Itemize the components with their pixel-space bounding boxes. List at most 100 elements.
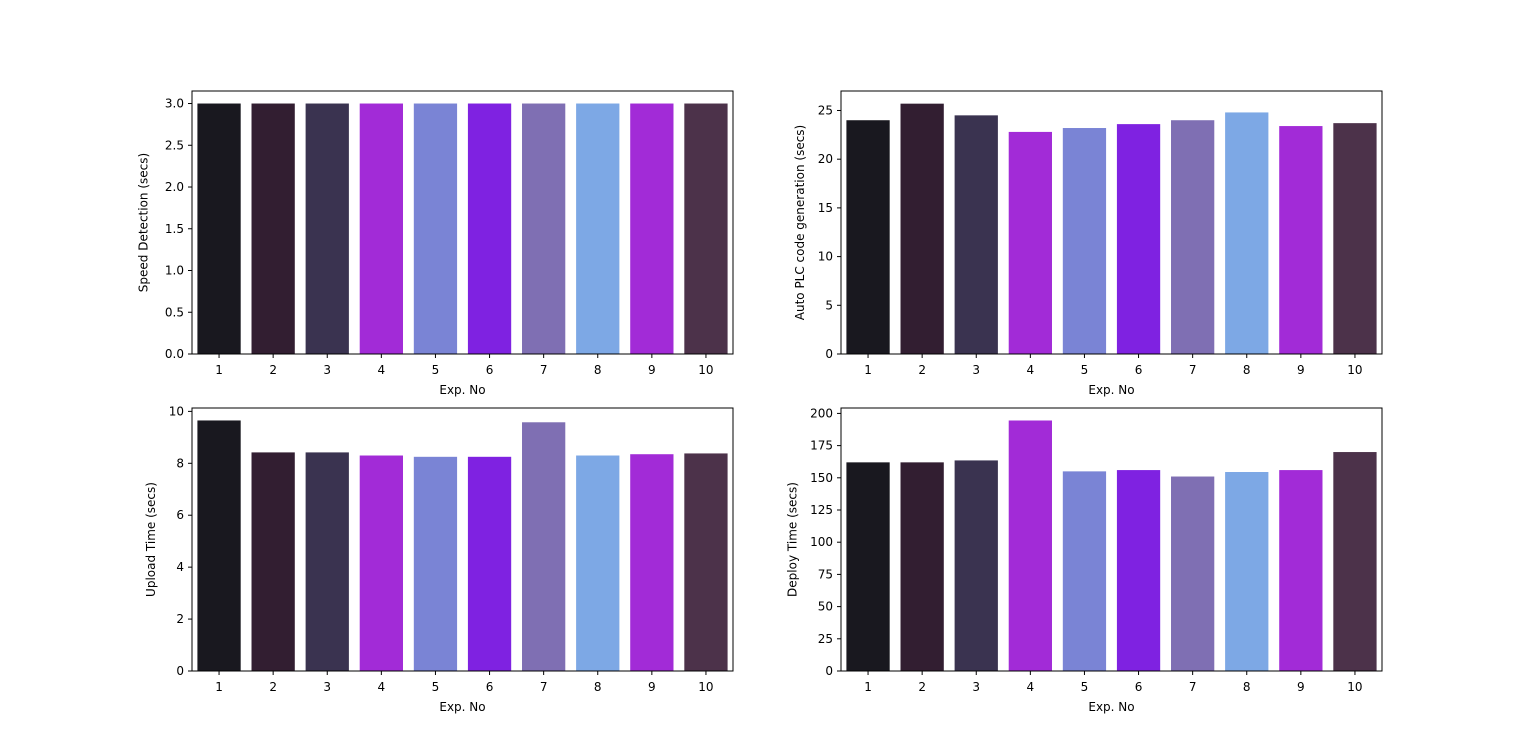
bar-exp-4 [359, 455, 403, 671]
x-axis-label: Exp. No [439, 700, 485, 714]
bar-exp-3 [305, 103, 349, 355]
bar-exp-6 [1116, 124, 1161, 354]
bar-exp-1 [846, 120, 890, 354]
bar-exp-9 [630, 103, 674, 355]
bar-exp-10 [1333, 123, 1377, 355]
x-tick-label: 2 [918, 680, 926, 694]
x-tick-label: 2 [918, 363, 926, 377]
subplot-3: 1 2 3 4 5 6 7 8 9 10 0 2 4 6 8 10 Exp. No Upload Time (se… [144, 404, 734, 714]
y-tick-label: 0 [825, 664, 833, 678]
axes-frame [840, 407, 1383, 672]
x-tick-label: 8 [594, 680, 602, 694]
x-tick-label: 7 [1189, 363, 1197, 377]
x-tick-label: 8 [1243, 680, 1251, 694]
y-tick-label: 0 [825, 347, 833, 361]
subplot-1: 1 2 3 4 5 6 7 8 9 10 0.0 0.5 1.0 1.5 2.0 2.5 3.0 Exp. No S… [137, 90, 734, 397]
x-tick-label: 9 [648, 363, 656, 377]
x-tick-label: 4 [1027, 363, 1035, 377]
y-tick-label: 25 [818, 103, 833, 117]
x-tick-label: 10 [698, 680, 713, 694]
bar-exp-3 [305, 452, 349, 671]
x-tick-label: 2 [269, 363, 277, 377]
x-tick-label: 7 [540, 363, 548, 377]
bar-exp-2 [251, 452, 295, 671]
x-tick-label: 9 [648, 680, 656, 694]
x-tick-label: 9 [1297, 680, 1305, 694]
y-tick-label: 10 [818, 250, 833, 264]
x-tick-label: 8 [594, 363, 602, 377]
y-tick-label: 0.5 [165, 305, 184, 319]
bar-exp-5 [413, 103, 458, 355]
y-tick-label: 2 [176, 612, 184, 626]
bar-exp-3 [954, 115, 998, 354]
bar-exp-7 [1171, 120, 1215, 354]
x-tick-label: 1 [864, 363, 872, 377]
x-tick-label: 8 [1243, 363, 1251, 377]
x-tick-label: 5 [432, 363, 440, 377]
y-tick-label: 175 [810, 439, 833, 453]
y-tick-label: 200 [810, 406, 833, 420]
axes-frame [840, 90, 1383, 355]
x-tick-label: 10 [1347, 363, 1362, 377]
bar-exp-7 [522, 103, 566, 355]
x-tick-label: 9 [1297, 363, 1305, 377]
bar-exp-5 [1062, 128, 1107, 354]
x-tick-label: 6 [486, 680, 494, 694]
bar-exp-8 [576, 103, 620, 355]
y-tick-label: 50 [818, 600, 833, 614]
bar-exp-7 [522, 422, 566, 671]
bar-exp-8 [576, 455, 620, 671]
x-tick-label: 1 [215, 363, 223, 377]
x-axis-label: Exp. No [1088, 383, 1134, 397]
bar-exp-3 [954, 460, 998, 671]
x-tick-label: 4 [378, 363, 386, 377]
x-tick-label: 3 [972, 680, 980, 694]
y-tick-label: 25 [818, 632, 833, 646]
y-tick-label: 0 [176, 664, 184, 678]
y-tick-label: 5 [825, 298, 833, 312]
bar-exp-1 [846, 462, 890, 671]
y-tick-label: 8 [176, 456, 184, 470]
y-tick-label: 2.0 [165, 180, 184, 194]
y-tick-label: 15 [818, 201, 833, 215]
bar-exp-9 [630, 454, 674, 671]
y-axis-label: Upload Time (secs) [144, 482, 158, 597]
y-tick-label: 3.0 [165, 97, 184, 111]
bar-exp-6 [467, 103, 512, 355]
bar-exp-5 [413, 456, 458, 671]
bar-exp-7 [1171, 476, 1215, 671]
y-tick-label: 125 [810, 503, 833, 517]
x-tick-label: 6 [1135, 363, 1143, 377]
bar-exp-9 [1279, 126, 1323, 354]
y-tick-label: 10 [169, 404, 184, 418]
y-tick-label: 2.5 [165, 138, 184, 152]
bar-exp-6 [1116, 470, 1161, 671]
y-axis-label: Deploy Time (secs) [786, 482, 800, 597]
bar-exp-10 [1333, 452, 1377, 671]
x-tick-label: 5 [1081, 680, 1089, 694]
x-tick-label: 4 [1027, 680, 1035, 694]
x-tick-label: 7 [540, 680, 548, 694]
axes-frame [191, 90, 734, 355]
bar-exp-9 [1279, 470, 1323, 671]
x-tick-label: 1 [864, 680, 872, 694]
x-tick-label: 7 [1189, 680, 1197, 694]
x-tick-label: 6 [1135, 680, 1143, 694]
x-tick-label: 10 [1347, 680, 1362, 694]
y-tick-label: 0.0 [165, 347, 184, 361]
x-axis-label: Exp. No [439, 383, 485, 397]
bar-exp-10 [684, 103, 728, 355]
y-tick-label: 20 [818, 152, 833, 166]
y-axis-label: Speed Detection (secs) [137, 153, 151, 292]
x-tick-label: 5 [432, 680, 440, 694]
x-tick-label: 5 [1081, 363, 1089, 377]
y-tick-label: 4 [176, 560, 184, 574]
bar-exp-4 [1008, 131, 1052, 354]
bar-exp-4 [1008, 420, 1052, 671]
bar-exp-10 [684, 453, 728, 671]
bar-exp-8 [1225, 112, 1269, 354]
bar-exp-4 [359, 103, 403, 355]
x-tick-label: 2 [269, 680, 277, 694]
x-axis-label: Exp. No [1088, 700, 1134, 714]
